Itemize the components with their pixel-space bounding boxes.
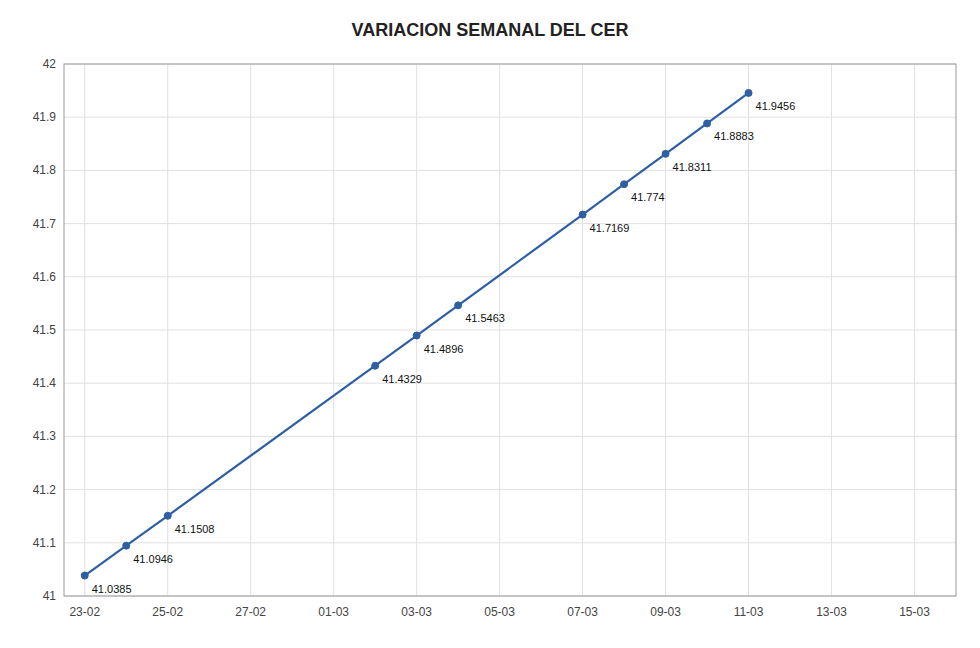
x-grid-line: [499, 64, 500, 596]
y-grid-line: [64, 276, 956, 277]
data-label: 41.7169: [590, 222, 630, 234]
data-label: 41.4329: [382, 373, 422, 385]
y-tick-label: 41.9: [33, 110, 57, 124]
series-marker: [81, 572, 88, 579]
data-label: 41.4896: [424, 343, 464, 355]
y-tick-label: 41.6: [33, 270, 57, 284]
x-tick-label: 23-02: [69, 605, 100, 619]
x-grid-line: [914, 64, 915, 596]
series-marker: [579, 211, 586, 218]
y-grid-line: [64, 170, 956, 171]
data-label: 41.0946: [133, 553, 173, 565]
plot-frame: [64, 64, 956, 596]
data-labels: 41.0385 41.0946 41.1508 41.4329 41.4896 41.54…: [92, 100, 796, 595]
y-tick-label: 41.1: [33, 536, 57, 550]
x-grid-line: [748, 64, 749, 596]
y-grid-line: [64, 542, 956, 543]
x-tick-label: 03-03: [401, 605, 432, 619]
data-label: 41.0385: [92, 583, 132, 595]
x-tick-label: 25-02: [152, 605, 183, 619]
title: VARIACION SEMANAL DEL CER: [351, 20, 628, 40]
y-tick-label: 41.7: [33, 217, 57, 231]
data-label: 41.8883: [714, 130, 754, 142]
series-marker: [413, 332, 420, 339]
chart-svg: VARIACION SEMANAL DEL CER 41 41.1 41.2 41.3 4…: [0, 0, 980, 648]
x-grid-line: [84, 64, 85, 596]
y-tick-label: 42: [43, 57, 57, 71]
x-tick-label: 05-03: [484, 605, 515, 619]
x-tick-label: 15-03: [899, 605, 930, 619]
data-group: [81, 89, 752, 579]
y-grid-line: [64, 330, 956, 331]
series-marker: [123, 542, 130, 549]
y-grid-line: [64, 436, 956, 437]
x-grid-line: [333, 64, 334, 596]
x-grid-line: [582, 64, 583, 596]
y-tick-label: 41: [43, 589, 57, 603]
data-label: 41.9456: [756, 100, 796, 112]
y-tick-label: 41.5: [33, 323, 57, 337]
series-marker: [372, 362, 379, 369]
x-tick-label: 13-03: [816, 605, 847, 619]
series-marker: [704, 120, 711, 127]
y-tick-label: 41.2: [33, 483, 57, 497]
x-tick-label: 27-02: [235, 605, 266, 619]
series-marker: [164, 512, 171, 519]
series-marker: [745, 89, 752, 96]
data-label: 41.8311: [673, 161, 712, 173]
y-tick-label: 41.3: [33, 429, 57, 443]
series-marker: [621, 181, 628, 188]
grid: [64, 64, 956, 596]
x-grid-line: [665, 64, 666, 596]
series-line: [85, 93, 749, 576]
x-tick-label: 09-03: [650, 605, 681, 619]
x-grid-line: [831, 64, 832, 596]
data-label: 41.1508: [175, 523, 215, 535]
y-tick-label: 41.8: [33, 163, 57, 177]
data-label: 41.774: [631, 191, 665, 203]
x-grid-line: [250, 64, 251, 596]
data-label: 41.5463: [465, 312, 505, 324]
x-tick-label: 07-03: [567, 605, 598, 619]
y-grid-line: [64, 383, 956, 384]
y-grid-line: [64, 223, 956, 224]
x-tick-label: 11-03: [734, 605, 764, 619]
x-tick-label: 01-03: [318, 605, 349, 619]
series-marker: [455, 302, 462, 309]
series-marker: [662, 150, 669, 157]
x-grid-line: [416, 64, 417, 596]
y-grid-line: [64, 489, 956, 490]
y-tick-label: 41.4: [33, 376, 57, 390]
chart-container: VARIACION SEMANAL DEL CER 41 41.1 41.2 41.3 4…: [0, 0, 980, 648]
y-grid-line: [64, 117, 956, 118]
